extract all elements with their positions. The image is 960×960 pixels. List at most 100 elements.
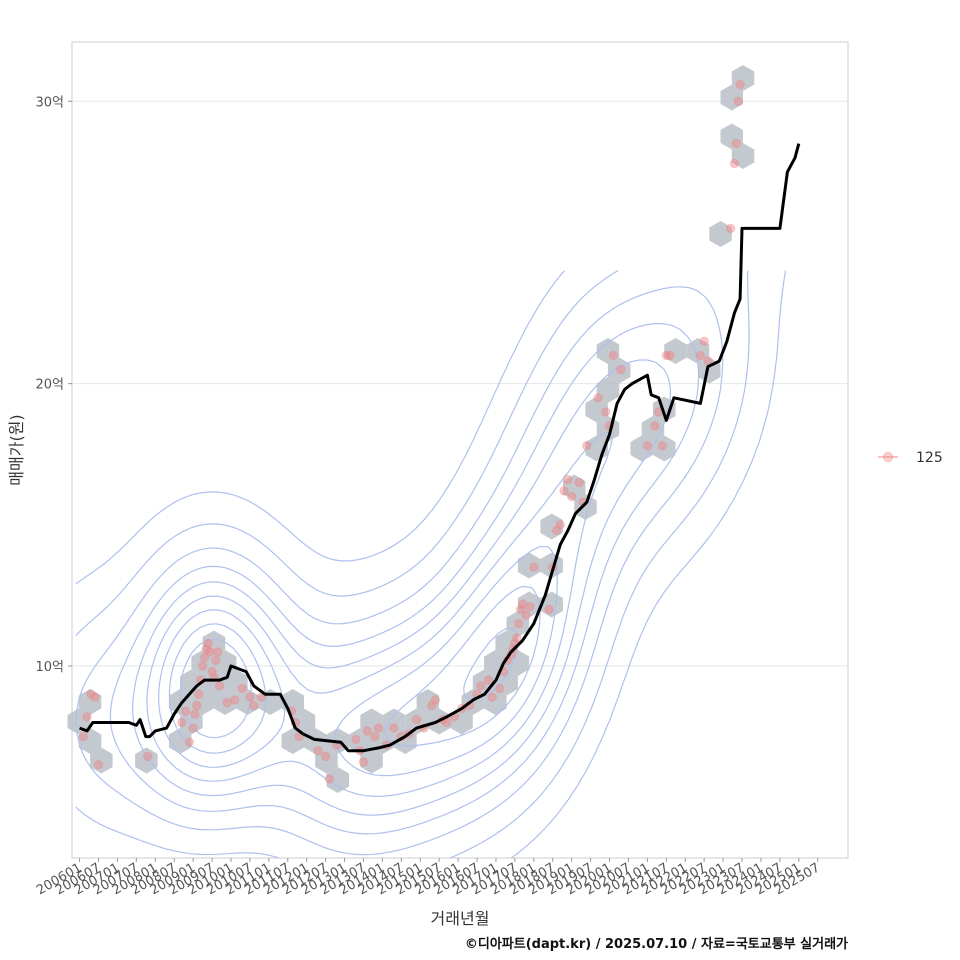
data-point [362,726,372,736]
data-point [190,709,200,719]
hexbin-cell [191,689,214,715]
data-point [430,695,441,705]
hexbin-cell [416,689,440,715]
hexbin-cell [720,123,743,150]
data-point [514,618,524,629]
data-point [582,441,592,451]
x-axis-title: 거래년월 [431,909,490,928]
data-point [699,336,709,346]
hexbin-cell [517,591,541,618]
data-point [82,712,92,722]
hexbin-cell [495,669,518,696]
hexbin-cell [90,747,113,774]
hexbin-cell [191,650,214,676]
hexbin-cell [180,708,203,735]
hexbin-cell [135,747,158,774]
data-point [205,647,215,657]
hexbin-cell [585,396,608,423]
hexbin-cell [236,689,259,715]
hexbin-cell [67,708,91,735]
y-axis-title: 매매가(원) [7,414,26,485]
data-point [358,757,369,767]
hexbin-cell [281,728,304,754]
data-point [657,441,668,451]
data-point [373,723,384,733]
hexbin-cell [517,552,541,579]
data-point [665,350,675,361]
caption: ©디아파트(dapt.kr) / 2025.07.10 / 자료=국토교통부 실… [465,936,848,952]
density-contour [146,431,613,797]
legend-key-point [883,452,893,462]
data-point [593,393,603,403]
data-point [389,723,399,733]
hexbin-cell [506,650,530,676]
hexbin-cell [731,143,755,169]
y-tick-label: 10억 [35,660,64,675]
data-point [608,350,618,361]
data-point [237,683,248,694]
data-point [650,421,660,431]
hexbin-cell [653,435,676,462]
data-point [495,683,505,694]
data-point [551,525,562,536]
hexbin-cell [540,591,563,618]
data-point [616,364,626,375]
hexbin-cell [225,669,248,696]
hexbin-cell [360,747,383,774]
hexbin-cell [168,689,192,715]
density-contour [168,585,541,754]
hexbin-cell [315,747,338,774]
data-point [78,731,89,742]
data-point [735,79,745,90]
axis-layer: 10억20억30억2006012006072007012007072008012… [34,95,823,898]
hexbin-cell [720,84,743,111]
data-point [203,638,214,649]
legend: 125 [878,450,943,466]
hexbin-cell [506,611,530,637]
data-point [230,695,240,705]
data-point [177,717,187,728]
hexbin-cell [360,708,383,735]
data-point [86,689,96,699]
density-contour [75,270,787,859]
data-point [426,700,437,711]
hexbin-cell [78,689,102,715]
data-point [143,751,153,762]
y-tick-label: 20억 [35,378,64,393]
data-point [411,714,422,725]
data-point [512,633,522,643]
data-point [213,647,223,657]
data-point [313,746,323,756]
density-contour [109,322,700,835]
y-tick-label: 30억 [35,95,64,110]
data-point [320,751,331,762]
data-point [729,158,740,169]
data-point [731,138,741,149]
trend-layer [79,143,801,753]
data-point [245,692,255,702]
data-point [192,700,202,711]
hexbin-cell [394,728,417,754]
data-point [207,666,217,677]
data-point [567,491,577,502]
data-point [555,520,565,530]
hexbin-cell [450,708,473,735]
data-point [211,655,221,666]
data-point [351,734,361,745]
hexbin-cell [213,689,237,715]
data-point [324,774,335,784]
data-point [180,706,191,716]
data-point [90,692,100,702]
data-point [199,652,210,663]
data-point [726,223,736,234]
legend-label: 125 [916,450,943,466]
density-contour [132,359,672,816]
hexbin-cell [405,708,428,735]
hexbin-cell [326,767,349,793]
hexbin-cell [382,708,406,735]
hexbin-cell [562,474,586,501]
hexbin-cell [349,728,372,754]
hexbin-cell [292,708,316,735]
